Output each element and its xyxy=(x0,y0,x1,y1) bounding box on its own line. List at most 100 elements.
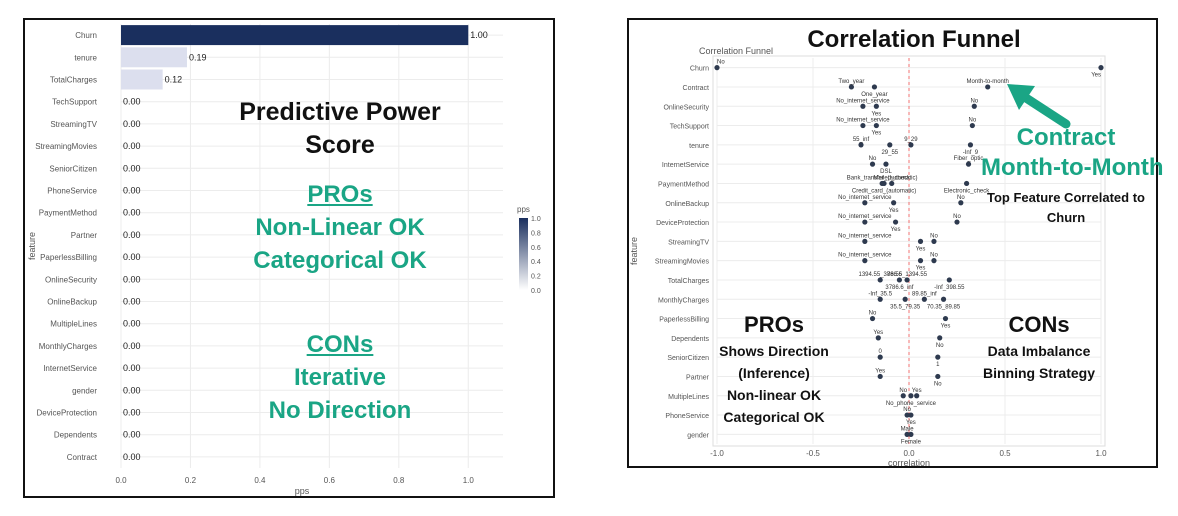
legend-tick-label: 0.4 xyxy=(531,259,541,266)
point-label-tenure-inf-9: -Inf_9 xyxy=(963,150,979,156)
y-tick-label-partner: Partner xyxy=(686,374,710,381)
legend-tick-label: 0.0 xyxy=(531,288,541,295)
callout-arrow-icon xyxy=(1007,84,1071,129)
y-axis-label: feature xyxy=(629,237,639,265)
point-label-tenure-9-29: 9_29 xyxy=(904,137,918,143)
bar-value-label-partner: 0.00 xyxy=(123,230,141,240)
point-label-churn-yes: Yes xyxy=(1091,73,1101,79)
point-monthlycharges-89-85-inf xyxy=(921,296,927,302)
legend-colorbar xyxy=(519,218,528,290)
point-label-monthlycharges-inf-35-5: -Inf_35.5 xyxy=(868,291,892,297)
point-onlinebackup-yes xyxy=(891,200,897,206)
point-label-dependents-yes: Yes xyxy=(873,330,883,336)
y-tick-label-tenure: tenure xyxy=(74,53,97,62)
point-churn-no xyxy=(714,65,720,71)
point-streamingtv-no-internet-service xyxy=(862,238,868,244)
bar-value-label-techsupport: 0.00 xyxy=(123,97,141,107)
bar-tenure xyxy=(121,47,187,68)
point-contract-month-to-month xyxy=(985,84,991,90)
point-label-gender-male: Male xyxy=(901,426,915,432)
point-streamingmovies-yes xyxy=(917,258,924,264)
bar-value-label-deviceprotection: 0.00 xyxy=(123,408,141,418)
legend-tick-label: 1.0 xyxy=(531,216,541,223)
point-label-streamingmovies-no-internet-service: No_internet_service xyxy=(838,253,892,259)
point-label-streamingtv-yes: Yes xyxy=(916,246,926,252)
y-tick-label-onlinesecurity: OnlineSecurity xyxy=(45,275,97,284)
y-tick-label-paymentmethod: PaymentMethod xyxy=(658,181,709,188)
bar-value-label-onlinebackup: 0.00 xyxy=(123,297,141,307)
x-tick-label: -0.5 xyxy=(806,449,820,458)
point-label-internetservice-fiber-optic: Fiber_optic xyxy=(954,156,984,162)
point-totalcharges-86-55-1394-55 xyxy=(904,277,910,283)
point-label-onlinesecurity-yes: Yes xyxy=(871,111,881,117)
x-tick-label: -1.0 xyxy=(710,449,724,458)
point-onlinebackup-no-internet-service xyxy=(862,200,868,206)
point-streamingmovies-no xyxy=(931,258,937,264)
funnel-pros-line-1: Shows Direction xyxy=(719,343,829,359)
bar-value-label-seniorcitizen: 0.00 xyxy=(123,163,141,173)
y-tick-label-contract: Contract xyxy=(683,85,710,92)
bar-value-label-monthlycharges: 0.00 xyxy=(123,341,141,351)
bar-value-label-paymentmethod: 0.00 xyxy=(123,208,141,218)
point-label-deviceprotection-yes: Yes xyxy=(891,227,901,233)
y-tick-label-deviceprotection: DeviceProtection xyxy=(656,220,709,227)
x-tick-label: 0.8 xyxy=(393,476,405,485)
x-tick-label: 0.0 xyxy=(115,476,127,485)
point-phoneservice-yes xyxy=(908,412,914,418)
point-label-tenure-55-inf: 55_inf xyxy=(853,137,870,143)
pps-cons-line-2: No Direction xyxy=(268,397,412,424)
funnel-pros-line-2: (Inference) xyxy=(738,365,810,381)
point-label-multiplelines-no-phone-service: No_phone_service xyxy=(886,401,937,407)
point-label-contract-two-year: Two_year xyxy=(838,79,864,85)
point-phoneservice-no xyxy=(904,412,910,418)
bar-value-label-streamingtv: 0.00 xyxy=(123,119,141,129)
funnel-cons-heading: CONs xyxy=(1008,312,1070,337)
point-label-paymentmethod-mailed-check: Mailed_check xyxy=(873,175,911,181)
point-label-totalcharges-3786-6-inf: 3786.6_inf xyxy=(885,285,913,291)
point-multiplelines-yes xyxy=(914,393,920,399)
x-tick-label: 0.2 xyxy=(185,476,197,485)
pps-title-line-2: Score xyxy=(305,131,375,159)
point-gender-female xyxy=(908,431,914,437)
y-tick-label-paymentmethod: PaymentMethod xyxy=(39,209,97,218)
plot-subtitle: Correlation Funnel xyxy=(699,46,773,56)
bar-value-label-churn: 1.00 xyxy=(470,30,488,40)
point-monthlycharges-35-5-79-35 xyxy=(902,296,908,302)
funnel-overlay-pros: PROs Shows Direction (Inference) Non-lin… xyxy=(709,310,839,428)
point-label-onlinebackup-no-internet-service: No_internet_service xyxy=(838,195,892,201)
point-label-churn-no: No xyxy=(717,60,725,66)
point-techsupport-no xyxy=(969,122,975,129)
y-tick-label-contract: Contract xyxy=(67,453,98,462)
y-tick-label-seniorcitizen: SeniorCitizen xyxy=(49,164,97,173)
pps-pros-line-1: Non-Linear OK xyxy=(255,214,425,241)
x-tick-label: 0.5 xyxy=(999,449,1011,458)
point-deviceprotection-no xyxy=(954,219,960,225)
bar-value-label-dependents: 0.00 xyxy=(123,430,141,440)
bar-value-label-gender: 0.00 xyxy=(123,385,141,395)
y-tick-label-streamingmovies: StreamingMovies xyxy=(655,259,710,266)
pps-title-line-1: Predictive Power xyxy=(239,98,441,126)
point-paymentmethod-credit-card-automatic xyxy=(881,180,887,187)
point-dependents-yes xyxy=(875,335,881,341)
point-label-contract-one-year: One_year xyxy=(861,92,887,98)
pps-overlay-pros: PROs Non-Linear OK Categorical OK xyxy=(210,178,470,277)
point-label-streamingtv-no: No xyxy=(930,233,938,239)
point-label-streamingtv-no-internet-service: No_internet_service xyxy=(838,233,892,239)
y-tick-label-onlinesecurity: OnlineSecurity xyxy=(663,104,709,111)
bar-value-label-internetservice: 0.00 xyxy=(123,363,141,373)
y-tick-label-gender: gender xyxy=(687,432,709,439)
y-axis-label: feature xyxy=(27,232,37,260)
bar-totalcharges xyxy=(121,69,163,90)
point-totalcharges-1394-55-3786-6 xyxy=(877,277,883,283)
pps-cons-heading: CONs xyxy=(306,331,374,358)
point-label-paymentmethod-bank-transfer-automatic: Bank_transfer_(automatic) xyxy=(847,175,918,181)
funnel-overlay-cons: CONs Data Imbalance Binning Strategy xyxy=(974,310,1104,384)
point-multiplelines-no xyxy=(900,393,906,399)
point-dependents-no xyxy=(937,335,943,341)
x-tick-label: 0.4 xyxy=(254,476,266,485)
point-label-seniorcitizen-1: 1 xyxy=(936,362,940,368)
legend-title: pps xyxy=(517,205,530,214)
point-label-multiplelines-yes: Yes xyxy=(912,388,922,394)
pps-cons-line-1: Iterative xyxy=(293,364,387,391)
bar-value-label-contract: 0.00 xyxy=(123,452,141,462)
